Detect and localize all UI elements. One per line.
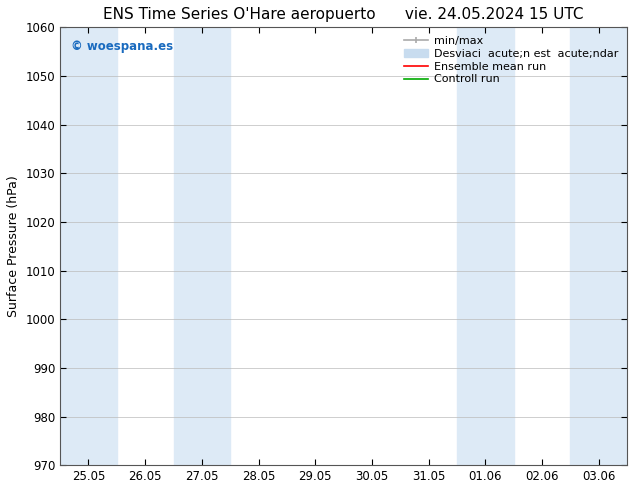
Legend: min/max, Desviaci  acute;n est  acute;ndar, Ensemble mean run, Controll run: min/max, Desviaci acute;n est acute;ndar… bbox=[401, 33, 621, 88]
Text: © woespana.es: © woespana.es bbox=[72, 40, 174, 53]
Bar bbox=[571, 27, 627, 465]
Y-axis label: Surface Pressure (hPa): Surface Pressure (hPa) bbox=[7, 175, 20, 317]
Title: ENS Time Series O'Hare aeropuerto      vie. 24.05.2024 15 UTC: ENS Time Series O'Hare aeropuerto vie. 2… bbox=[103, 7, 584, 22]
Bar bbox=[457, 27, 514, 465]
Bar bbox=[174, 27, 230, 465]
Bar bbox=[60, 27, 117, 465]
